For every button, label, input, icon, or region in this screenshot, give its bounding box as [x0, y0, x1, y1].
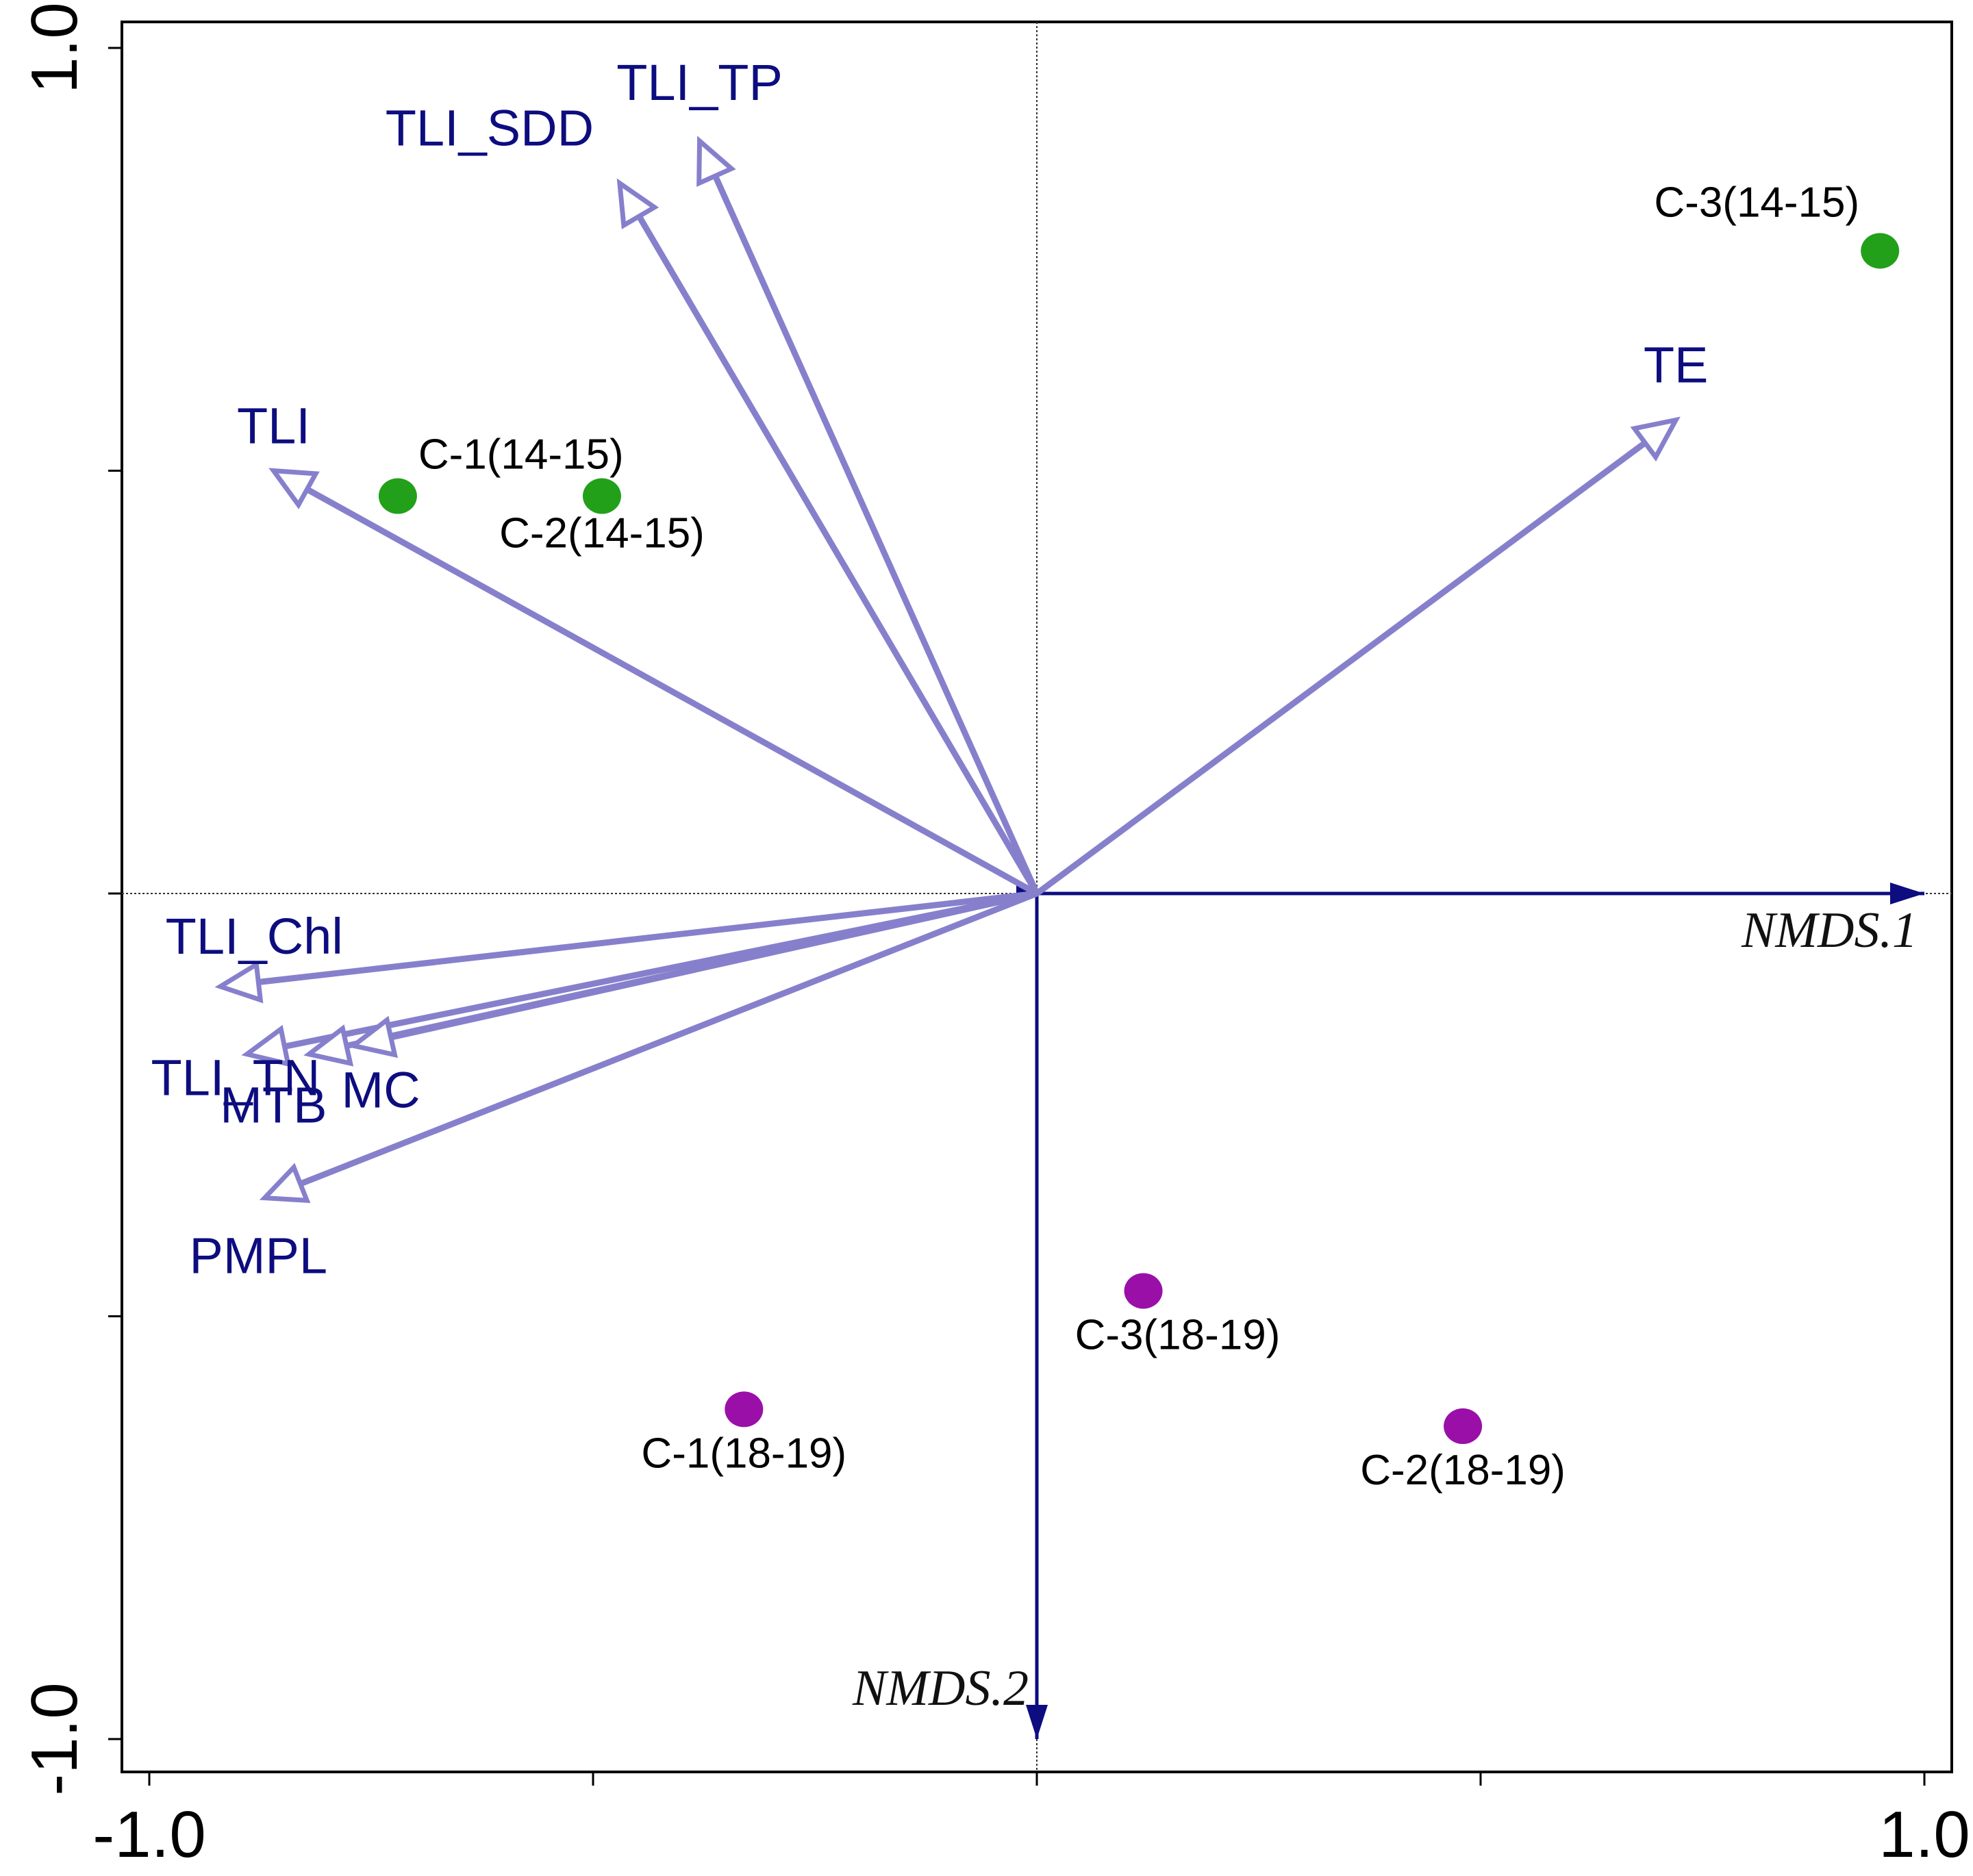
axis-arrow-head: [1890, 883, 1924, 904]
axis-title: NMDS.1: [1741, 902, 1918, 959]
site-point: [725, 1391, 764, 1428]
env-vector-head: [214, 960, 264, 1004]
env-vector-label: TLI_SDD: [386, 100, 594, 157]
env-vector-label: PMPL: [189, 1228, 327, 1284]
nmds-axis-arrows: NMDS.1 NMDS.2: [852, 883, 1924, 1739]
y-tick-label: -1.0: [18, 1682, 91, 1795]
env-vector-label: TLI_Chl: [166, 908, 343, 965]
env-vector-label: TLI_TN: [151, 1050, 321, 1106]
env-vector-label: TE: [1644, 336, 1709, 393]
axis-arrow-head: [1026, 1705, 1048, 1739]
env-vector-head: [268, 468, 320, 509]
site-label: C-2(14-15): [499, 510, 705, 557]
site-label: C-3(14-15): [1654, 179, 1859, 226]
env-vector-label: TLI_TP: [616, 54, 783, 111]
axis-title: NMDS.2: [852, 1660, 1029, 1716]
env-vector-label: MC: [342, 1061, 420, 1118]
env-vector-head: [303, 1024, 354, 1067]
env-vector-head: [347, 1015, 399, 1059]
x-tick-label: -1.0: [92, 1798, 205, 1871]
env-vector-head: [241, 1024, 292, 1067]
env-vector-shaft: [255, 890, 1040, 986]
site-point: [1861, 233, 1900, 269]
env-vector-shaft: [303, 486, 1040, 897]
y-tick-label: 1.0: [18, 2, 91, 93]
environment-vectors: [214, 136, 1681, 1204]
env-vector-shaft: [712, 173, 1040, 897]
site-point: [1124, 1273, 1163, 1309]
axis-ticks: -1.0 1.0 -1.0 1.0: [18, 2, 1970, 1871]
env-vector-head: [259, 1163, 311, 1204]
env-vector-shaft: [636, 213, 1040, 897]
env-vector-head: [616, 178, 659, 229]
site-label: C-1(18-19): [641, 1430, 846, 1477]
env-vector-shaft: [297, 890, 1040, 1187]
site-label: C-3(18-19): [1075, 1311, 1281, 1358]
site-label: C-1(14-15): [418, 431, 624, 479]
env-vector-label: TLI: [237, 398, 310, 455]
site-points: C-1(14-15) C-2(14-15) C-3(14-15) C-1(18-19)…: [378, 179, 1900, 1494]
x-tick-label: 1.0: [1878, 1798, 1970, 1871]
site-point: [582, 478, 621, 514]
site-point: [378, 478, 417, 514]
site-point: [1444, 1408, 1483, 1445]
env-vector-shaft: [388, 890, 1040, 1041]
env-vector-head: [696, 136, 736, 188]
env-vector-label: MTB: [220, 1077, 327, 1134]
site-label: C-2(18-19): [1360, 1447, 1566, 1494]
env-vector-head: [1630, 416, 1681, 462]
env-vector-shaft: [1033, 440, 1648, 897]
